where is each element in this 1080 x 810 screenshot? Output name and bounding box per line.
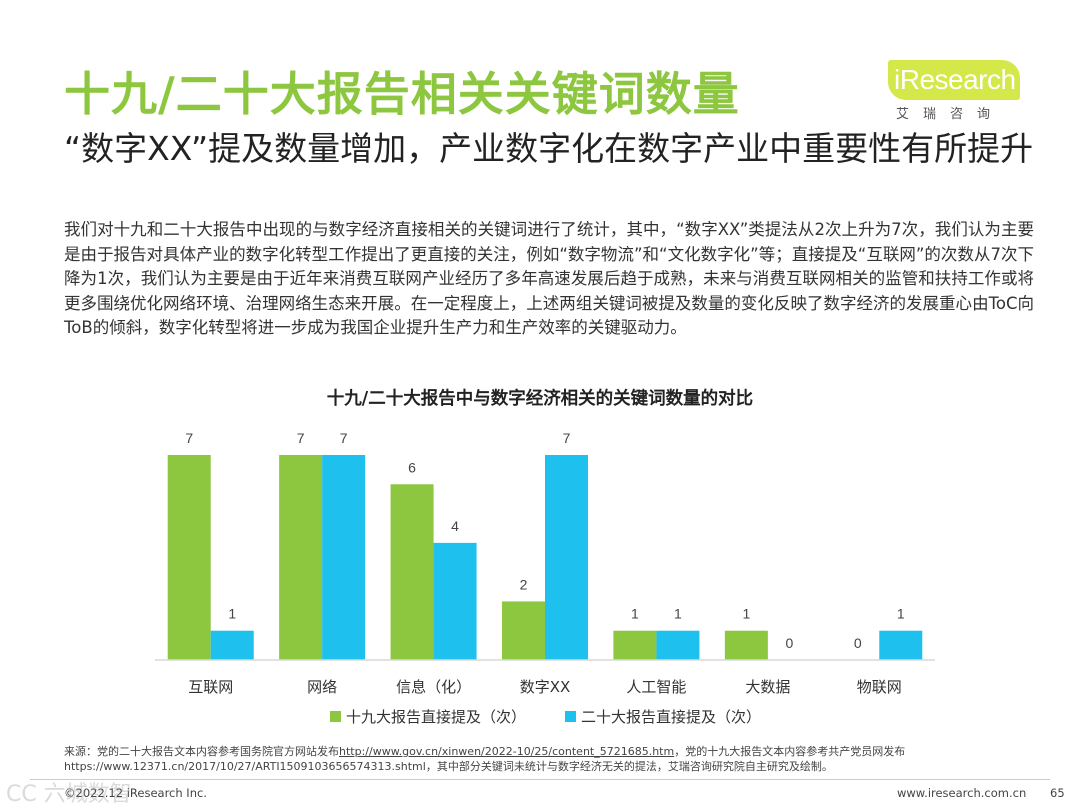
source-mid: ，党的十九大报告文本内容参考共产党员网发布 (674, 745, 906, 758)
legend-swatch (330, 711, 341, 722)
source-note: 来源：党的二十大报告文本内容参考国务院官方网站发布http://www.gov.… (64, 744, 1004, 774)
footer-url[interactable]: www.iresearch.com.cn (897, 786, 1027, 800)
category-label: 人工智能 (626, 678, 686, 696)
legend-swatch (565, 711, 576, 722)
data-label: 7 (185, 430, 193, 446)
legend-label: 十九大报告直接提及（次） (346, 708, 526, 726)
category-label: 互联网 (188, 678, 233, 696)
data-label: 1 (631, 606, 639, 622)
bar-20th-0 (210, 630, 254, 660)
bar-19th-5 (724, 630, 768, 660)
data-label: 1 (897, 606, 905, 622)
category-label: 网络 (307, 678, 337, 696)
bar-19th-2 (390, 484, 434, 660)
bar-chart: 7 1 互联网 7 7 网络 6 4 信息（化） 2 7 数字XX 1 1 人工智能 1 0 大数据 0 1 物联网十九… (155, 430, 935, 726)
body-paragraph: 我们对十九和二十大报告中出现的与数字经济直接相关的关键词进行了统计，其中，“数字… (64, 220, 1034, 337)
footer-divider (30, 779, 1050, 780)
legend-label: 二十大报告直接提及（次） (581, 708, 761, 726)
bar-19th-0 (167, 455, 211, 660)
chart-title: 十九/二十大报告中与数字经济相关的关键词数量的对比 (326, 389, 754, 409)
category-label: 物联网 (857, 678, 902, 696)
page-title: 十九/二十大报告相关关键词数量 (64, 67, 740, 121)
data-label: 2 (520, 576, 528, 592)
data-label: 0 (854, 635, 862, 651)
watermark: CC 六城数智 (6, 782, 132, 807)
bar-20th-1 (322, 455, 366, 660)
bar-19th-3 (502, 601, 545, 660)
data-label: 0 (785, 635, 793, 651)
bar-20th-6 (879, 630, 923, 660)
iresearch-logo: iResearch 艾瑞咨询 (888, 60, 1028, 122)
logo-badge (888, 60, 1020, 100)
bar-20th-3 (545, 455, 588, 660)
logo-cn-text: 艾瑞咨询 (896, 107, 1005, 122)
category-label: 信息（化） (396, 678, 471, 696)
page-subtitle: “数字XX”提及数量增加，产业数字化在数字产业中重要性有所提升 (64, 129, 1034, 168)
bar-19th-1 (279, 455, 323, 660)
page-number: 65 (1050, 786, 1065, 800)
category-label: 大数据 (745, 678, 790, 696)
data-label: 4 (451, 518, 459, 534)
logo-text: iResearch (894, 64, 1016, 95)
data-label: 7 (563, 430, 571, 446)
footer-copyright: ©2022.12 iResearch Inc. (64, 786, 207, 800)
source-line-2: https://www.12371.cn/2017/10/27/ARTI1509… (64, 760, 833, 773)
data-label: 1 (674, 606, 682, 622)
source-url-link[interactable]: http://www.gov.cn/xinwen/2022-10/25/cont… (339, 745, 675, 758)
data-label: 7 (340, 430, 348, 446)
data-label: 1 (742, 606, 750, 622)
data-label: 1 (228, 606, 236, 622)
data-label: 6 (408, 459, 416, 475)
bar-19th-4 (613, 630, 657, 660)
source-prefix: 来源：党的二十大报告文本内容参考国务院官方网站发布 (64, 745, 339, 758)
bar-20th-2 (433, 542, 477, 660)
category-label: 数字XX (520, 678, 571, 696)
bar-20th-4 (656, 630, 700, 660)
data-label: 7 (297, 430, 305, 446)
